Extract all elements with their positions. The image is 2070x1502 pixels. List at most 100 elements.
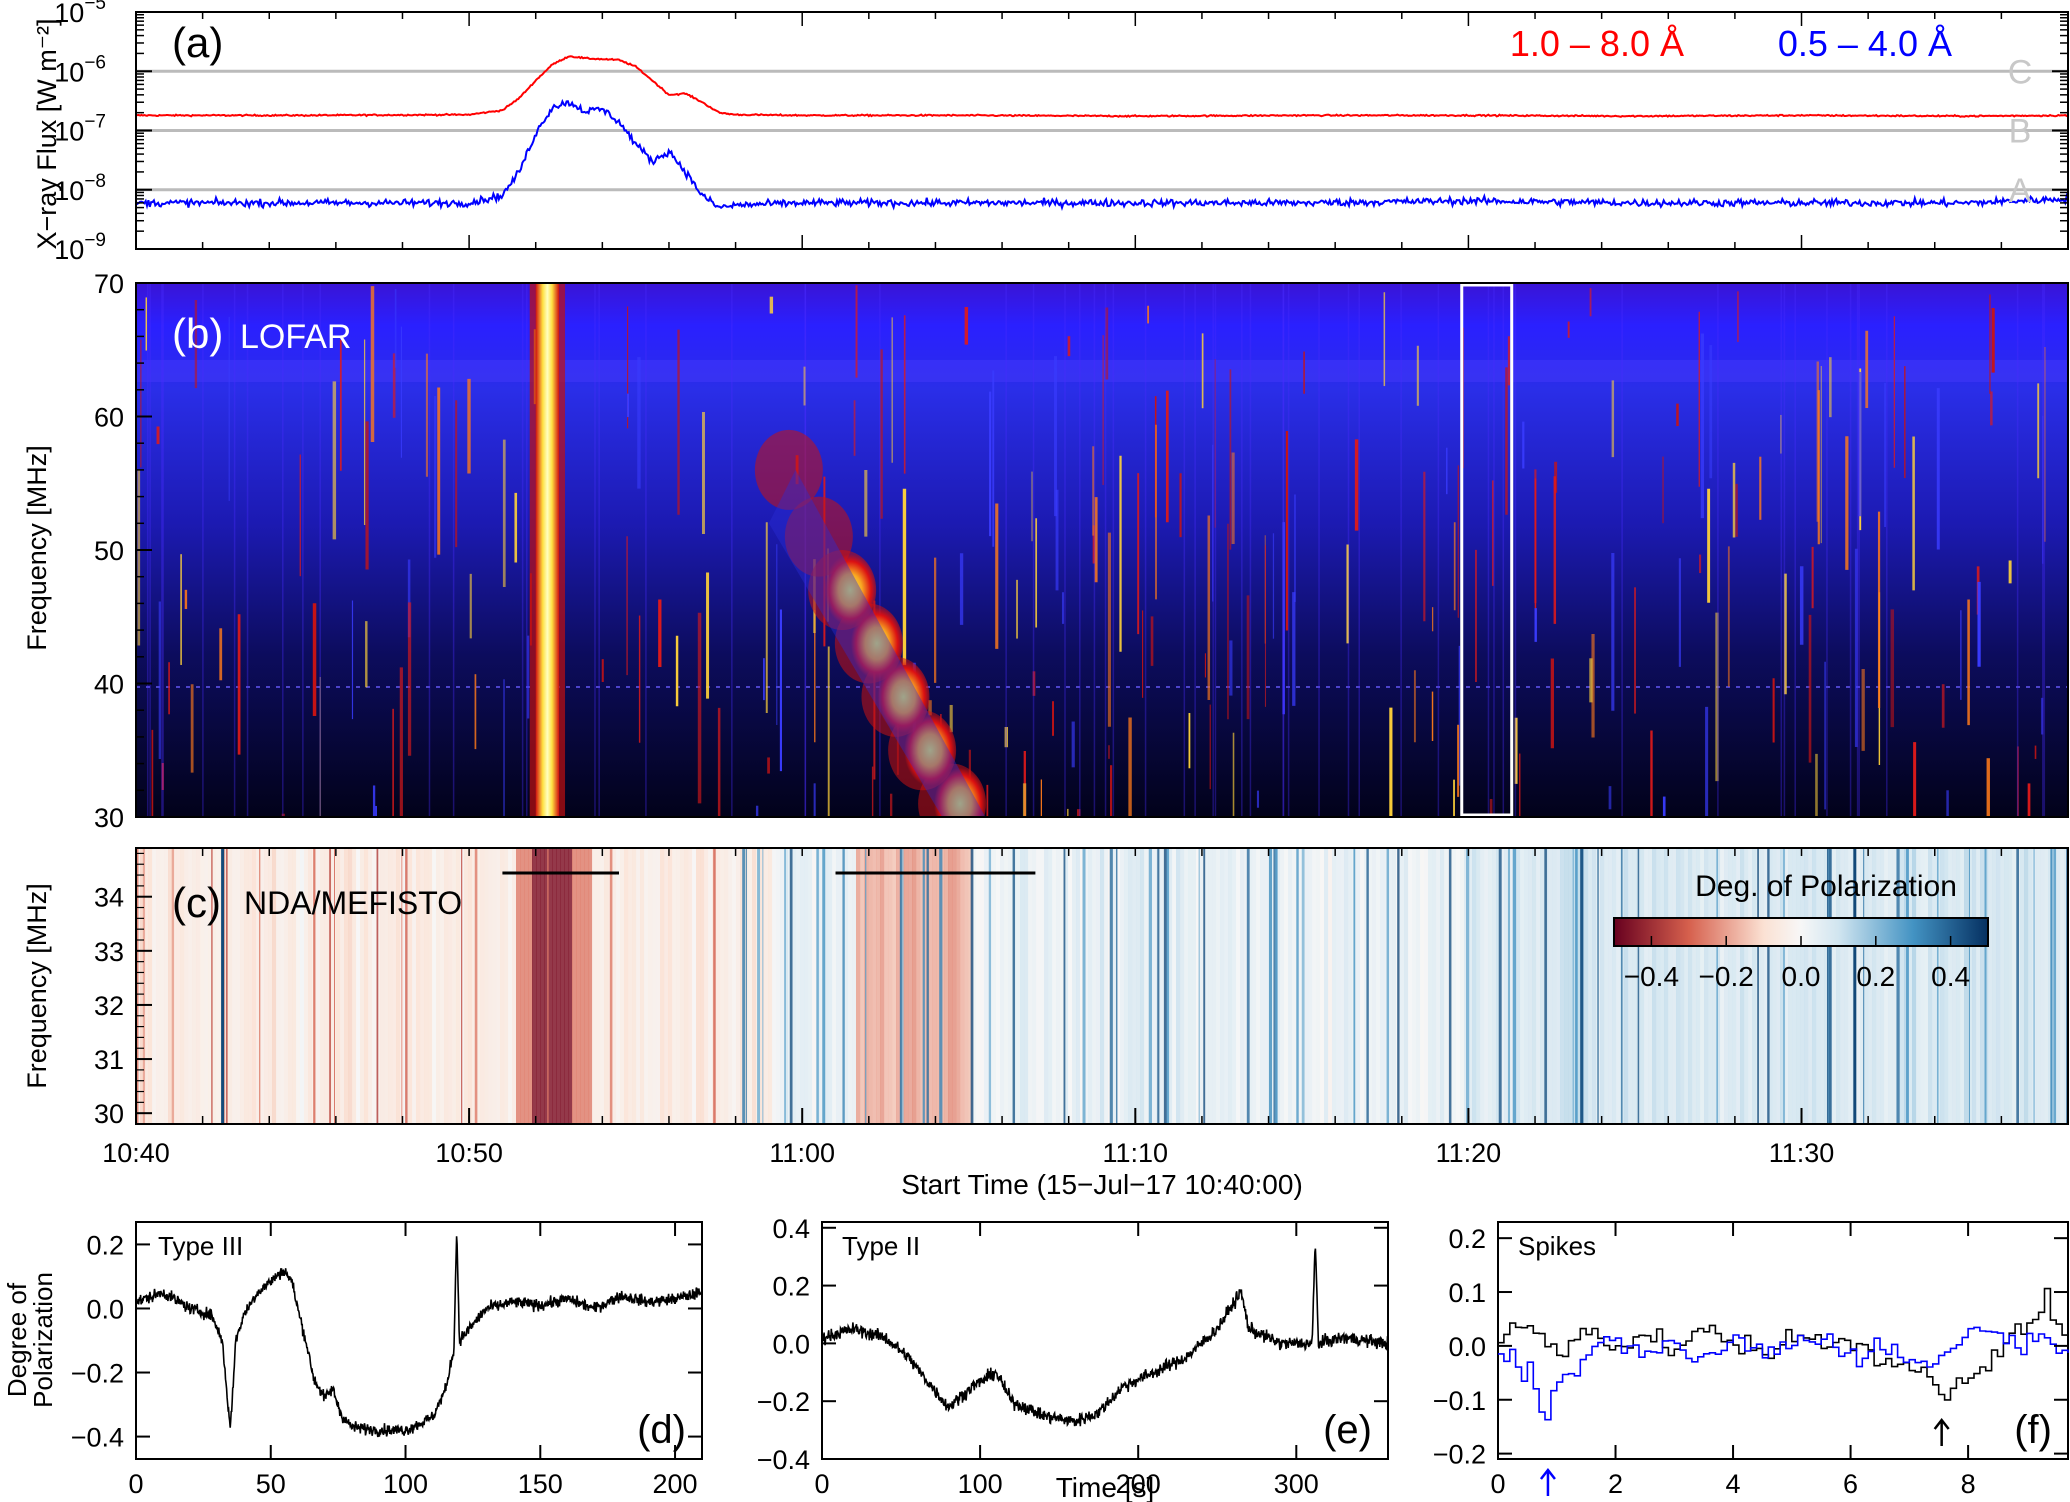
pol-column [428,848,433,1124]
panel-c-label: (c) [172,879,221,926]
pol-column [672,848,677,1124]
pol-column [216,848,221,1124]
ytick-label: 0.0 [772,1329,810,1359]
pol-column [420,848,425,1124]
pol-column [1100,848,1105,1124]
pol-column [1688,848,1693,1124]
pol-column [408,848,413,1124]
pol-column [2064,848,2068,1124]
pol-column [1964,848,1969,1124]
b-ytick-label: 70 [94,269,124,299]
pol-column [1064,848,1069,1124]
time-tick-label: 11:30 [1769,1138,1835,1168]
pol-column [1384,848,1389,1124]
pol-column [508,848,513,1124]
pol-column [1540,848,1545,1124]
panel-b-label: (b) [172,310,223,357]
pol-column [468,848,473,1124]
pol-column [1020,848,1025,1124]
pol-column [1000,848,1005,1124]
pol-column [256,848,261,1124]
pol-column [1440,848,1445,1124]
pol-column [1416,848,1421,1124]
xtick-label: 8 [1961,1469,1976,1499]
pol-column [1256,848,1261,1124]
pol-column [844,848,849,1124]
panel-b-title: LOFAR [240,318,351,356]
ytick-label: 0.4 [772,1214,810,1244]
pol-column [140,848,145,1124]
pol-column [748,848,753,1124]
a-ytick-exponent: −9 [84,230,106,251]
lofar-bursts [529,283,987,817]
pol-column [2008,848,2013,1124]
pol-column [1468,848,1473,1124]
pol-column [232,848,237,1124]
pol-column [316,848,321,1124]
pol-column [1360,848,1365,1124]
pol-column [1748,848,1753,1124]
pol-column [1752,848,1757,1124]
pol-column [528,848,533,1124]
pol-column [156,848,161,1124]
pol-column [1536,848,1541,1124]
panel-a-ylabel: X−ray Flux [W m⁻²] [32,18,62,249]
legend-entry-blue: 0.5 – 4.0 Å [1778,23,1952,64]
pol-column [580,848,585,1124]
type-ii-lane-outer [754,429,823,510]
pol-column [1232,848,1237,1124]
pol-column [1432,848,1437,1124]
colorbar-tick-label: −0.4 [1624,961,1679,992]
type-ii-lane-core [877,660,930,733]
pol-column [576,848,581,1124]
pol-column [1684,848,1689,1124]
pol-column [952,848,957,1124]
pol-column [240,848,245,1124]
pol-column [552,848,557,1124]
pol-column [700,848,705,1124]
time-tick-label: 11:20 [1436,1138,1502,1168]
pol-column [1280,848,1285,1124]
pol-column [496,848,501,1124]
pol-column [1228,848,1233,1124]
panel-c-title: NDA/MEFISTO [244,885,462,921]
pol-column [236,848,241,1124]
pol-column [564,848,569,1124]
panel-c-frame [135,847,2069,1125]
type-ii-lane-core [904,714,957,787]
pol-column [1628,848,1633,1124]
pol-column [1316,848,1321,1124]
pol-column [1888,848,1893,1124]
lofar-background [136,283,2068,817]
pol-column [1732,848,1737,1124]
pol-column [1648,848,1653,1124]
xray-line-long [135,55,2069,118]
pol-column [764,848,769,1124]
pol-column [792,848,797,1124]
pol-column [1160,848,1165,1124]
panel-b-y-ticks: 30 40 50 60 70 [94,269,152,833]
pol-column [1312,848,1317,1124]
pol-column [684,848,689,1124]
pol-column [1016,848,1021,1124]
pol-column [840,848,845,1124]
pol-column [1080,848,1085,1124]
pol-column [1372,848,1377,1124]
pol-column [948,848,953,1124]
pol-column [324,848,329,1124]
pol-column [1412,848,1417,1124]
xtick-label: 0 [814,1469,829,1499]
pol-column [1476,848,1481,1124]
a-ytick-label: 10−6 [54,52,106,87]
pol-column [480,848,485,1124]
pol-column [1656,848,1661,1124]
pol-column [1932,848,1937,1124]
pol-column [904,848,909,1124]
pol-column [1104,848,1109,1124]
pol-column [588,848,593,1124]
pol-column [1092,848,1097,1124]
colorbar-tick-label: 0.2 [1856,961,1895,992]
ytick-label: 0.2 [772,1272,810,1302]
pol-column [1952,848,1957,1124]
